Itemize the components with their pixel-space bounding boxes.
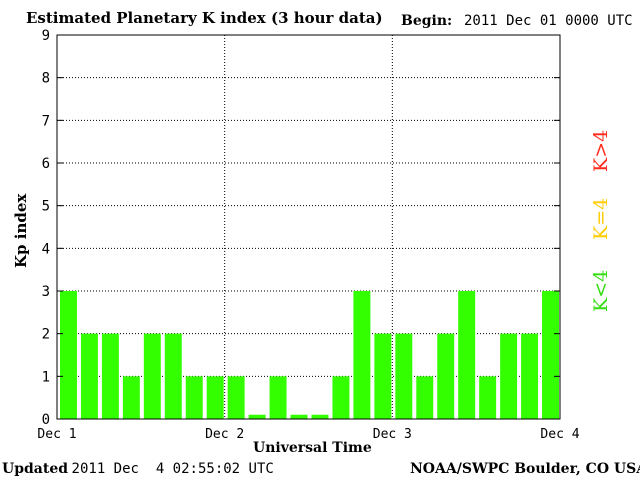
kp-bar — [185, 376, 203, 419]
y-tick-label: 5 — [42, 199, 50, 215]
y-tick-label: 9 — [42, 28, 50, 44]
grid-layer — [57, 35, 560, 419]
kp-bar — [332, 376, 350, 419]
kp-bar — [227, 376, 245, 419]
kp-bar — [416, 376, 434, 419]
y-tick-label: 8 — [42, 71, 50, 87]
kp-bar — [248, 414, 266, 419]
y-tick-label: 0 — [42, 412, 50, 428]
y-tick-label: 6 — [42, 156, 50, 172]
kp-bar — [500, 333, 518, 419]
kp-bar — [479, 376, 497, 419]
chart-title: Estimated Planetary K index (3 hour data… — [26, 9, 383, 27]
y-axis-ticks: 0 1 2 3 4 5 6 7 8 9 — [42, 28, 560, 428]
y-tick-label: 4 — [42, 241, 50, 257]
y-tick-label: 7 — [42, 113, 50, 129]
y-tick-label: 1 — [42, 369, 50, 385]
x-tick-label: Dec 3 — [373, 427, 412, 442]
kp-bar — [542, 291, 559, 419]
updated-line: Updated 2011 Dec 4 02:55:02 UTC — [2, 461, 274, 478]
updated-label: Updated — [2, 461, 69, 477]
kp-bar — [101, 333, 119, 419]
x-tick-label: Dec 2 — [205, 427, 244, 442]
y-tick-label: 2 — [42, 327, 50, 343]
plot-frame — [56, 34, 561, 420]
x-axis-ticks: Dec 1 Dec 2 Dec 3 Dec 4 — [37, 427, 579, 442]
kp-bar — [353, 291, 371, 419]
x-tick-label: Dec 4 — [540, 427, 579, 442]
legend-k-below-4: K<4 — [590, 269, 612, 312]
kp-bar — [122, 376, 140, 419]
x-axis-label: Universal Time — [253, 440, 372, 456]
legend-k-above-4: K>4 — [590, 129, 612, 172]
source-credit: NOAA/SWPC Boulder, CO USA — [410, 461, 640, 477]
y-tick-label: 3 — [42, 284, 50, 300]
kp-bar — [290, 414, 308, 419]
bar-layer — [60, 291, 559, 419]
kp-bar — [458, 291, 476, 419]
begin-value: 2011 Dec 01 0000 UTC — [464, 13, 633, 29]
kp-bar — [60, 291, 77, 419]
kp-bar — [143, 333, 161, 419]
y-axis-label: Kp index — [12, 193, 30, 268]
kp-bar — [269, 376, 287, 419]
kp-bar — [395, 333, 413, 419]
kp-bar — [374, 333, 392, 419]
kp-bar — [80, 333, 98, 419]
kp-bar — [437, 333, 455, 419]
kp-bar — [206, 376, 224, 419]
legend-k-equals-4: K=4 — [590, 197, 612, 240]
begin-label: Begin: — [401, 13, 453, 29]
kp-bar — [164, 333, 182, 419]
kp-bar — [521, 333, 539, 419]
x-tick-label: Dec 1 — [37, 427, 76, 442]
kp-bar — [311, 414, 329, 419]
updated-value: 2011 Dec 4 02:55:02 UTC — [71, 461, 274, 477]
